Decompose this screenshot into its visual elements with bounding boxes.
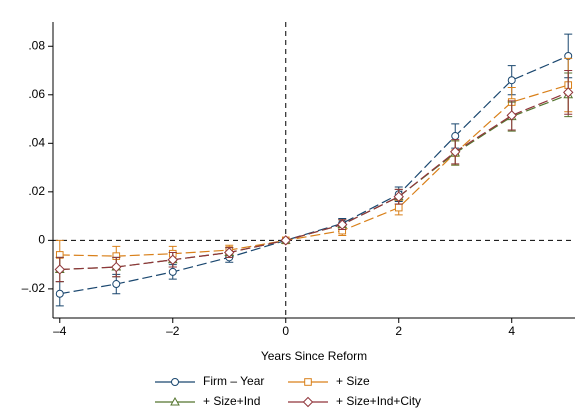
y-tick-label: –.02 <box>22 281 46 295</box>
marker <box>112 280 121 289</box>
x-tick-label: –2 <box>166 324 180 338</box>
marker <box>54 264 65 275</box>
series-line <box>59 55 569 295</box>
marker <box>394 203 403 212</box>
marker <box>111 261 122 273</box>
marker <box>55 289 64 298</box>
marker <box>168 267 177 276</box>
series-line <box>59 84 569 257</box>
marker <box>171 378 179 386</box>
x-tick-label: –4 <box>53 324 67 338</box>
marker <box>393 191 404 202</box>
marker <box>170 396 180 406</box>
marker <box>224 247 235 258</box>
legend-label: Firm – Year <box>203 374 264 388</box>
x-axis-title: Years Since Reform <box>261 349 367 363</box>
marker <box>167 254 178 265</box>
y-tick-label: .06 <box>28 87 45 101</box>
series-line <box>59 91 569 271</box>
marker <box>451 132 460 141</box>
marker <box>280 235 291 246</box>
x-tick-label: 0 <box>282 324 289 338</box>
marker <box>563 87 574 98</box>
marker <box>506 110 517 121</box>
legend-label: + Size+Ind+City <box>336 394 421 408</box>
y-tick-label: .08 <box>28 38 45 52</box>
marker <box>507 76 516 85</box>
y-tick-label: .02 <box>28 184 45 198</box>
y-tick-label: 0 <box>38 233 45 247</box>
y-tick-label: .04 <box>28 135 45 149</box>
marker <box>337 219 348 230</box>
legend-label: + Size <box>336 374 370 388</box>
marker <box>304 378 312 386</box>
x-tick-label: 4 <box>508 324 515 338</box>
legend-label: + Size+Ind <box>203 394 260 408</box>
x-tick-label: 2 <box>395 324 402 338</box>
series-line <box>59 94 569 271</box>
marker <box>450 146 461 158</box>
marker <box>302 396 314 408</box>
